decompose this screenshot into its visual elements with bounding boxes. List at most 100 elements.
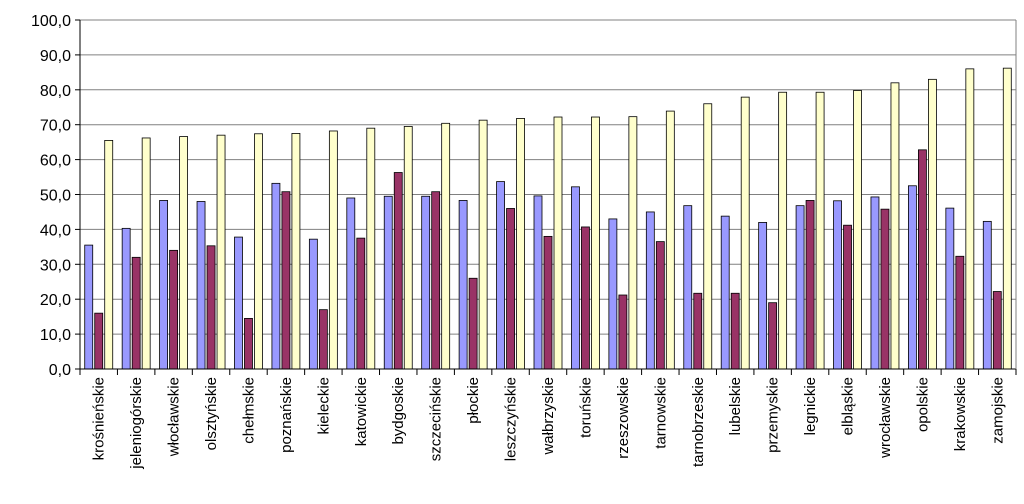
bar — [141, 137, 151, 370]
bar — [356, 237, 366, 370]
y-tick-label: 70,0 — [40, 118, 71, 135]
bar — [833, 200, 842, 370]
bar — [928, 78, 937, 370]
y-tick-label: 100,0 — [31, 13, 71, 30]
x-tick-label: toruńskie — [577, 377, 594, 438]
bar — [234, 236, 243, 370]
bar — [618, 294, 628, 370]
bar — [890, 82, 900, 370]
bar — [665, 110, 675, 370]
y-tick-label: 30,0 — [40, 257, 71, 274]
x-tick-label: szczecińskie — [428, 377, 445, 461]
bar — [965, 68, 975, 370]
y-tick-label: 60,0 — [40, 153, 71, 170]
bar — [591, 116, 600, 370]
x-tick-label: płockie — [465, 377, 482, 424]
y-tick-label: 40,0 — [40, 222, 71, 239]
bar — [421, 195, 431, 370]
x-tick-label: kieleckie — [315, 377, 332, 435]
bar — [693, 292, 703, 370]
bar — [778, 91, 788, 370]
bar — [94, 312, 104, 370]
bar — [955, 255, 965, 370]
bar — [468, 277, 478, 370]
bar — [843, 224, 852, 370]
x-tick-label: tarnowskie — [652, 377, 669, 449]
x-tick-label: włocławskie — [166, 377, 183, 457]
x-tick-label: krakowskie — [952, 377, 969, 451]
x-tick-label: tarnobrzeskie — [690, 377, 707, 467]
y-tick-label: 20,0 — [40, 292, 71, 309]
bar — [608, 218, 618, 370]
bar — [441, 122, 451, 370]
bar — [982, 220, 992, 370]
bar — [758, 222, 768, 370]
x-tick-label: poznańskie — [278, 377, 295, 453]
bar — [478, 119, 488, 370]
bar — [571, 186, 580, 370]
bar — [496, 181, 505, 370]
x-tick-label: bydgoskie — [390, 377, 407, 445]
bar — [581, 226, 590, 370]
bar — [516, 118, 525, 370]
x-tick-label: lubelskie — [727, 377, 744, 435]
bar — [720, 215, 730, 370]
bar — [992, 291, 1002, 370]
x-tick-label: jeleniogórskie — [128, 377, 145, 470]
bar — [318, 309, 328, 370]
bar — [104, 140, 114, 370]
bar — [730, 292, 740, 370]
bar — [815, 91, 825, 370]
bar — [366, 127, 376, 370]
x-tick-label: legnickie — [802, 377, 819, 435]
bar — [795, 205, 805, 370]
bar — [880, 208, 890, 370]
bar — [84, 244, 94, 370]
y-tick-label: 50,0 — [40, 188, 71, 205]
x-tick-label: olsztyńskie — [203, 377, 220, 450]
bar — [254, 133, 263, 370]
bar — [645, 211, 655, 370]
bar — [628, 116, 638, 370]
bar — [431, 191, 441, 370]
bar — [206, 245, 216, 370]
bar — [196, 201, 206, 370]
y-axis-ticks: 0,0 10,0 20,0 30,0 40,0 50,0 60,0 70,0 80,0 90,0 1… — [31, 13, 80, 379]
x-tick-label: wrocławskie — [877, 377, 894, 459]
bar — [383, 195, 393, 370]
x-tick-label: elbląskie — [840, 377, 857, 435]
x-tick-label: chełmskie — [240, 377, 257, 444]
bar — [655, 241, 665, 370]
bar — [908, 185, 917, 370]
bar — [740, 96, 750, 370]
bar — [308, 238, 318, 370]
bar — [768, 302, 778, 370]
bar — [870, 196, 880, 370]
bar — [179, 136, 189, 370]
y-tick-label: 90,0 — [40, 48, 71, 65]
y-tick-label: 0,0 — [49, 362, 71, 379]
x-tick-label: rzeszowskie — [615, 377, 632, 459]
bar — [403, 126, 413, 370]
x-tick-label: leszczyńskie — [503, 377, 520, 461]
bar — [291, 133, 301, 370]
bar — [543, 235, 553, 370]
x-axis-labels: krośnieńskie jeleniogórskie włocławskie ols… — [79, 369, 1017, 470]
bars — [84, 67, 1012, 370]
y-tick-label: 80,0 — [40, 83, 71, 100]
bar — [159, 200, 169, 370]
bar — [533, 195, 543, 370]
bar — [853, 90, 862, 370]
bar — [393, 172, 403, 370]
x-tick-label: krośnieńskie — [91, 377, 108, 460]
bar — [216, 134, 226, 370]
bar — [805, 200, 815, 370]
x-tick-label: katowickie — [353, 377, 370, 446]
bar — [281, 191, 291, 370]
x-tick-label: zamojskie — [989, 377, 1006, 444]
bar — [346, 197, 356, 370]
x-tick-label: wałbrzyskie — [540, 377, 557, 456]
bar — [683, 205, 693, 370]
bar — [506, 208, 515, 370]
